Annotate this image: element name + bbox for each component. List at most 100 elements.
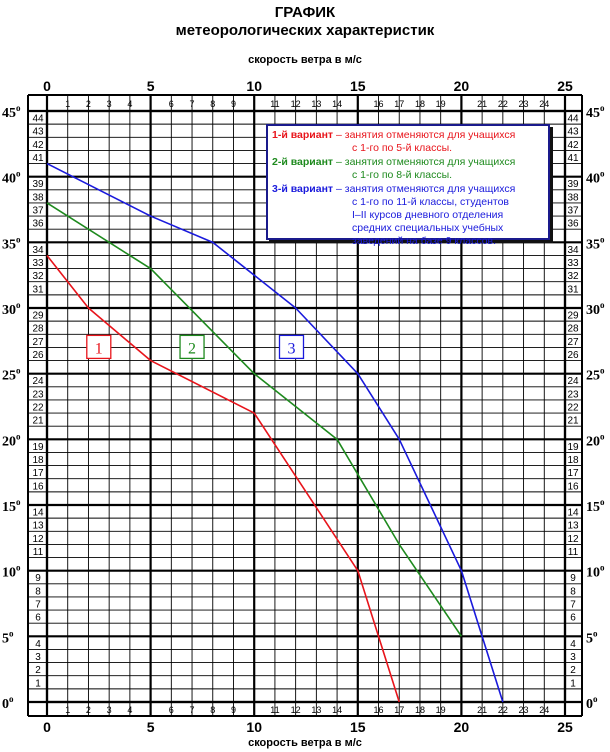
y-tick-right: 17 <box>567 468 579 479</box>
y-major-left: 30o <box>2 300 21 318</box>
y-tick-left: 37 <box>32 206 44 217</box>
y-tick-right: 6 <box>570 613 576 624</box>
y-tick-left: 36 <box>32 219 44 230</box>
legend-line-3-3: средних специальных учебных <box>352 222 504 234</box>
y-tick-right: 16 <box>567 481 579 492</box>
y-tick-right: 32 <box>567 271 579 282</box>
y-tick-left: 16 <box>32 481 44 492</box>
x-tick-top: 24 <box>539 99 549 109</box>
chart-title-line2: метеорологических характеристик <box>175 22 435 39</box>
series-line-1 <box>46 254 401 703</box>
y-major-left: 20o <box>2 431 21 449</box>
series-tag-box-3 <box>278 334 305 360</box>
legend-head-2: 2-й вариант <box>272 156 334 168</box>
y-tick-right: 28 <box>567 324 579 335</box>
plot-frame <box>45 109 567 704</box>
y-tick-right: 1 <box>570 678 576 689</box>
y-tick-right: 31 <box>567 284 579 295</box>
x-tick-top: 2 <box>86 99 91 109</box>
y-major-right: 20o <box>586 431 605 449</box>
x-tick-bottom: 12 <box>291 705 301 715</box>
legend-head-3: 3-й вариант <box>272 183 334 195</box>
y-tick-left: 34 <box>32 245 44 256</box>
degree-sup: o <box>16 300 21 310</box>
legend-entry-2: 2-й вариант – занятия отменяются для уча… <box>272 156 544 182</box>
x-tick-bottom: 1 <box>65 705 70 715</box>
y-tick-right: 14 <box>567 508 579 519</box>
y-tick-left: 28 <box>32 324 44 335</box>
x-tick-bottom: 7 <box>190 705 195 715</box>
y-tick-left: 22 <box>32 403 44 414</box>
x-tick-top: 19 <box>436 99 446 109</box>
series-tag-box-1 <box>86 334 112 360</box>
x-axis-title-bottom: скорость ветра в м/с <box>248 737 362 749</box>
y-major-right: 45o <box>586 103 605 121</box>
y-tick-right: 19 <box>567 442 579 453</box>
degree-sup: o <box>600 234 605 244</box>
y-major-left: 0o <box>2 694 14 712</box>
y-tick-left: 18 <box>32 455 44 466</box>
x-tick-top: 3 <box>107 99 112 109</box>
y-tick-left: 3 <box>35 652 41 663</box>
y-tick-left: 26 <box>32 350 44 361</box>
y-major-left: 5o <box>2 628 14 646</box>
y-tick-right: 24 <box>567 376 579 387</box>
y-tick-left: 13 <box>32 521 44 532</box>
series-tag-3: 3 <box>287 340 295 357</box>
legend-line-3-1: с 1-го по 11-й классы, студентов <box>352 196 509 208</box>
y-tick-left: 27 <box>32 337 44 348</box>
legend-text-3: занятия отменяются для учащихся <box>344 183 516 195</box>
y-tick-right: 27 <box>567 337 579 348</box>
series-lines <box>46 162 504 703</box>
y-major-right: 30o <box>586 300 605 318</box>
degree-sup: o <box>9 694 14 704</box>
y-major-left: 25o <box>2 366 21 384</box>
x-tick-top: 22 <box>498 99 508 109</box>
legend: 1-й вариант – занятия отменяются для уча… <box>266 124 550 247</box>
x-tick-top: 23 <box>519 99 529 109</box>
y-tick-right: 21 <box>567 416 579 427</box>
degree-sup: o <box>16 234 21 244</box>
x-major-bottom: 5 <box>147 719 155 735</box>
degree-sup: o <box>600 563 605 573</box>
y-tick-left: 1 <box>35 678 41 689</box>
degree-sup: o <box>600 431 605 441</box>
y-tick-right: 11 <box>568 547 579 558</box>
degree-sup: o <box>16 431 21 441</box>
x-tick-bottom: 8 <box>210 705 215 715</box>
y-tick-left: 6 <box>35 613 41 624</box>
x-major-top: 10 <box>246 78 262 94</box>
x-tick-bottom: 4 <box>127 705 132 715</box>
y-tick-right: 29 <box>567 311 579 322</box>
degree-sup: o <box>600 366 605 376</box>
y-tick-left: 29 <box>32 311 44 322</box>
tick-labels: 1122334466778899111112121313141416161717… <box>2 78 605 735</box>
legend-text-1: занятия отменяются для учащихся <box>344 129 516 141</box>
x-major-bottom: 20 <box>454 719 470 735</box>
y-tick-left: 44 <box>32 114 44 125</box>
x-major-bottom: 10 <box>246 719 262 735</box>
x-tick-bottom: 2 <box>86 705 91 715</box>
y-tick-right: 37 <box>567 206 579 217</box>
degree-sup: o <box>600 497 605 507</box>
x-tick-bottom: 23 <box>519 705 529 715</box>
x-tick-top: 7 <box>190 99 195 109</box>
x-tick-top: 6 <box>169 99 174 109</box>
x-tick-top: 18 <box>415 99 425 109</box>
degree-sup: o <box>600 169 605 179</box>
x-tick-bottom: 6 <box>169 705 174 715</box>
y-tick-left: 43 <box>32 127 44 138</box>
y-tick-right: 7 <box>570 600 576 611</box>
x-major-top: 15 <box>350 78 366 94</box>
x-tick-top: 1 <box>65 99 70 109</box>
y-tick-left: 17 <box>32 468 44 479</box>
y-tick-right: 41 <box>567 153 579 164</box>
y-tick-right: 26 <box>567 350 579 361</box>
degree-sup: o <box>16 366 21 376</box>
y-tick-left: 14 <box>32 508 44 519</box>
y-tick-right: 9 <box>570 573 576 584</box>
y-tick-right: 44 <box>567 114 579 125</box>
series-tags: 1 2 3 <box>86 334 305 360</box>
y-tick-left: 4 <box>35 639 41 650</box>
